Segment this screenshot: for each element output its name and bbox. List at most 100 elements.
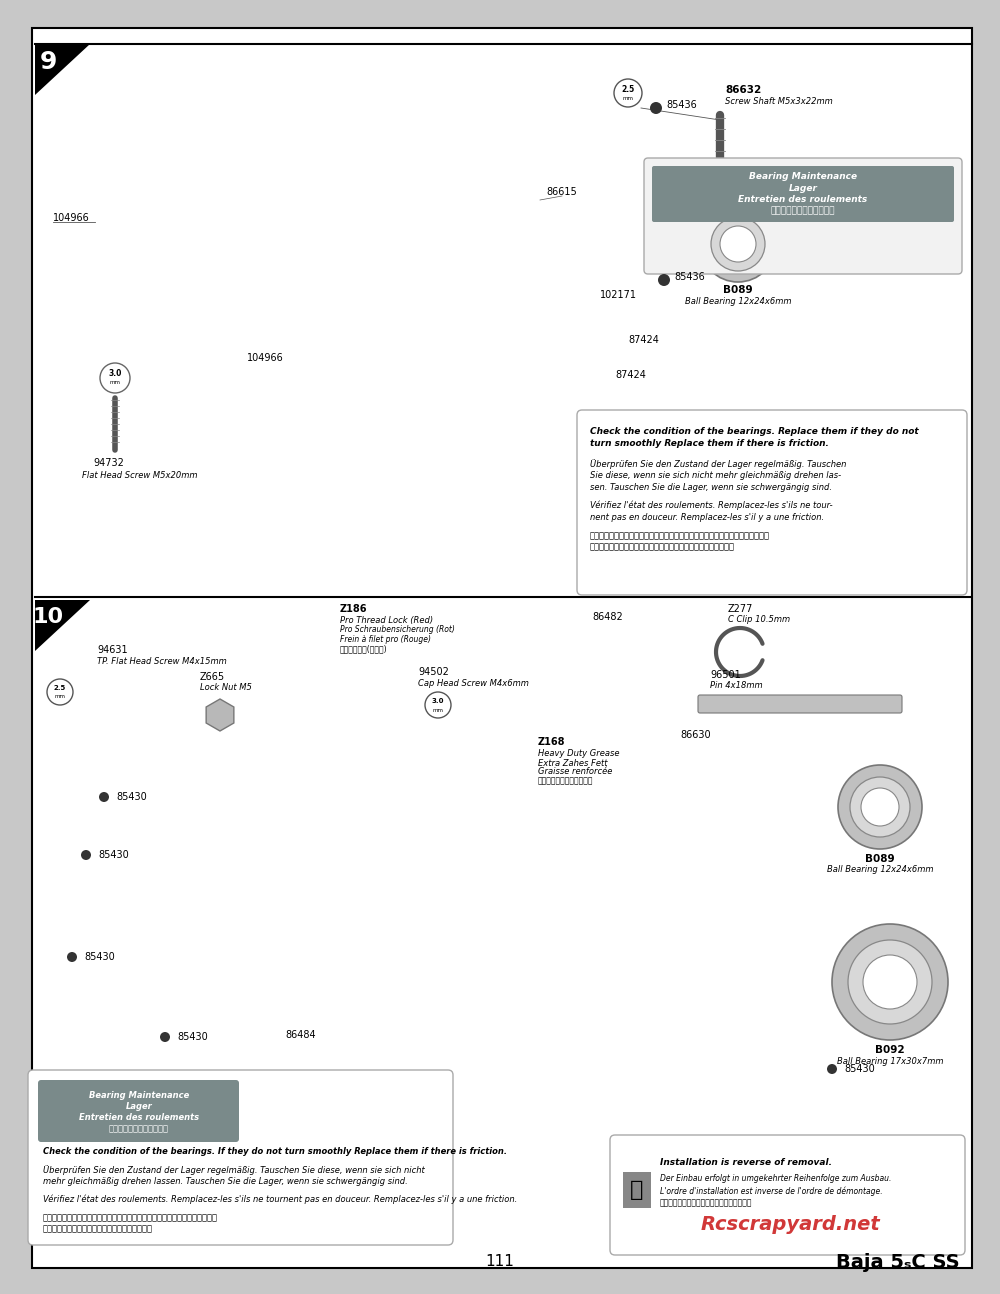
Text: 86615: 86615	[547, 188, 577, 197]
Text: 111: 111	[486, 1254, 514, 1269]
Text: Lock Nut M5: Lock Nut M5	[200, 683, 252, 692]
Text: 🔧: 🔧	[630, 1180, 644, 1200]
FancyBboxPatch shape	[28, 1070, 453, 1245]
Text: Z665: Z665	[200, 672, 225, 682]
FancyBboxPatch shape	[698, 695, 902, 713]
Text: Check the condition of the bearings. If they do not turn smoothly Replace them i: Check the condition of the bearings. If …	[43, 1146, 507, 1156]
Text: 94732: 94732	[93, 458, 124, 468]
Circle shape	[863, 955, 917, 1009]
Text: Pro Schraubensicherung (Rot): Pro Schraubensicherung (Rot)	[340, 625, 455, 634]
Text: ネジロック剤(レッド): ネジロック剤(レッド)	[340, 644, 388, 653]
Text: 104966: 104966	[247, 353, 283, 364]
Text: Installation is reverse of removal.: Installation is reverse of removal.	[660, 1158, 832, 1167]
Text: Rcscrapyard.net: Rcscrapyard.net	[700, 1215, 880, 1234]
Circle shape	[838, 765, 922, 849]
Text: 85430: 85430	[98, 850, 129, 861]
FancyBboxPatch shape	[610, 1135, 965, 1255]
Text: 87424: 87424	[628, 335, 659, 345]
Text: Z186: Z186	[340, 604, 368, 613]
Text: Flat Head Screw M5x20mm: Flat Head Screw M5x20mm	[82, 471, 198, 480]
Text: B092: B092	[875, 1046, 905, 1055]
Circle shape	[861, 788, 899, 826]
Text: 10: 10	[32, 607, 64, 628]
Circle shape	[700, 206, 776, 282]
Polygon shape	[206, 699, 234, 731]
Text: Ball Bearing 12x24x6mm: Ball Bearing 12x24x6mm	[685, 296, 791, 305]
Circle shape	[711, 217, 765, 270]
Text: 85436: 85436	[674, 272, 705, 282]
Text: C Clip 10.5mm: C Clip 10.5mm	[728, 616, 790, 625]
Text: mm: mm	[110, 380, 120, 386]
Polygon shape	[623, 1172, 651, 1209]
Text: Baja 5ₛC SS: Baja 5ₛC SS	[836, 1253, 960, 1272]
Circle shape	[658, 274, 670, 286]
Circle shape	[425, 692, 451, 718]
Text: 94631: 94631	[97, 644, 128, 655]
Text: Bearing Maintenance
Lager
Entretien des roulements
ベアリングのメンテナンス: Bearing Maintenance Lager Entretien des …	[79, 1091, 199, 1134]
Text: 87424: 87424	[615, 370, 646, 380]
Text: Vérifiez l'état des roulements. Remplacez-les s'ils ne tournent pas en douceur. : Vérifiez l'état des roulements. Remplace…	[43, 1194, 517, 1205]
FancyBboxPatch shape	[652, 166, 954, 223]
Circle shape	[850, 776, 910, 837]
Text: Frein à filet pro (Rouge): Frein à filet pro (Rouge)	[340, 634, 431, 643]
FancyBboxPatch shape	[644, 158, 962, 274]
Text: mm: mm	[54, 695, 66, 700]
Text: 9: 9	[39, 50, 57, 74]
Text: 86630: 86630	[680, 730, 711, 740]
Text: Screw Shaft M5x3x22mm: Screw Shaft M5x3x22mm	[725, 97, 833, 106]
Text: mm: mm	[622, 96, 634, 101]
Text: 85430: 85430	[177, 1033, 208, 1042]
Text: Ball Bearing 12x24x6mm: Ball Bearing 12x24x6mm	[827, 866, 933, 875]
Polygon shape	[35, 44, 90, 94]
Text: B089: B089	[723, 285, 753, 295]
Circle shape	[160, 1033, 170, 1042]
Circle shape	[614, 79, 642, 107]
Text: 2.5: 2.5	[54, 685, 66, 691]
Text: Graisse renforcée: Graisse renforcée	[538, 767, 612, 776]
Text: Ball Bearing 17x30x7mm: Ball Bearing 17x30x7mm	[837, 1056, 943, 1065]
Text: 組み立ては取り外しの逆の手順で行います。: 組み立ては取り外しの逆の手順で行います。	[660, 1198, 753, 1207]
Circle shape	[47, 679, 73, 705]
Circle shape	[99, 792, 109, 802]
Text: Der Einbau erfolgt in umgekehrter Reihenfolge zum Ausbau.: Der Einbau erfolgt in umgekehrter Reihen…	[660, 1174, 891, 1183]
Text: 85436: 85436	[666, 100, 697, 110]
Text: 3.0: 3.0	[108, 370, 122, 379]
Text: B089: B089	[865, 854, 895, 864]
Circle shape	[720, 226, 756, 261]
Text: 94502: 94502	[418, 666, 449, 677]
Text: 2.5: 2.5	[621, 84, 635, 93]
Text: Extra Zahes Fett: Extra Zahes Fett	[538, 758, 608, 767]
FancyBboxPatch shape	[577, 410, 967, 595]
Text: TP. Flat Head Screw M4x15mm: TP. Flat Head Screw M4x15mm	[97, 656, 227, 665]
Circle shape	[848, 939, 932, 1024]
Circle shape	[832, 924, 948, 1040]
Text: 85430: 85430	[844, 1064, 875, 1074]
Polygon shape	[35, 600, 90, 651]
Text: Check the condition of the bearings. Replace them if they do not
turn smoothly R: Check the condition of the bearings. Rep…	[590, 427, 919, 448]
FancyBboxPatch shape	[788, 216, 806, 272]
Text: Cap Head Screw M4x6mm: Cap Head Screw M4x6mm	[418, 678, 529, 687]
Text: 86482: 86482	[592, 612, 623, 622]
Text: Z168: Z168	[538, 738, 566, 747]
Text: 85430: 85430	[116, 792, 147, 802]
FancyBboxPatch shape	[38, 1080, 239, 1143]
Text: 86632: 86632	[725, 85, 761, 94]
Circle shape	[827, 1064, 837, 1074]
Text: 3.0: 3.0	[432, 697, 444, 704]
Text: ヘビーデューティーグリス: ヘビーデューティーグリス	[538, 776, 594, 785]
Text: Bearing Maintenance
Lager
Entretien des roulements
ベアリングのメンテナンス: Bearing Maintenance Lager Entretien des …	[738, 172, 868, 216]
FancyBboxPatch shape	[32, 28, 972, 1268]
Text: Pin 4x18mm: Pin 4x18mm	[710, 682, 763, 691]
Circle shape	[67, 952, 77, 961]
Text: 102171: 102171	[600, 290, 637, 300]
Circle shape	[100, 364, 130, 393]
Text: 85430: 85430	[84, 952, 115, 961]
Text: Z277: Z277	[728, 604, 753, 613]
Circle shape	[81, 850, 91, 861]
Text: Pro Thread Lock (Red): Pro Thread Lock (Red)	[340, 616, 433, 625]
Text: L'ordre d'installation est inverse de l'ordre de démontage.: L'ordre d'installation est inverse de l'…	[660, 1187, 883, 1196]
Text: 96501: 96501	[710, 670, 741, 681]
Text: 86484: 86484	[285, 1030, 316, 1040]
Text: Überprüfen Sie den Zustand der Lager regelmäßig. Tauschen Sie diese, wenn sie si: Überprüfen Sie den Zustand der Lager reg…	[43, 1165, 425, 1187]
Text: mm: mm	[432, 708, 444, 713]
